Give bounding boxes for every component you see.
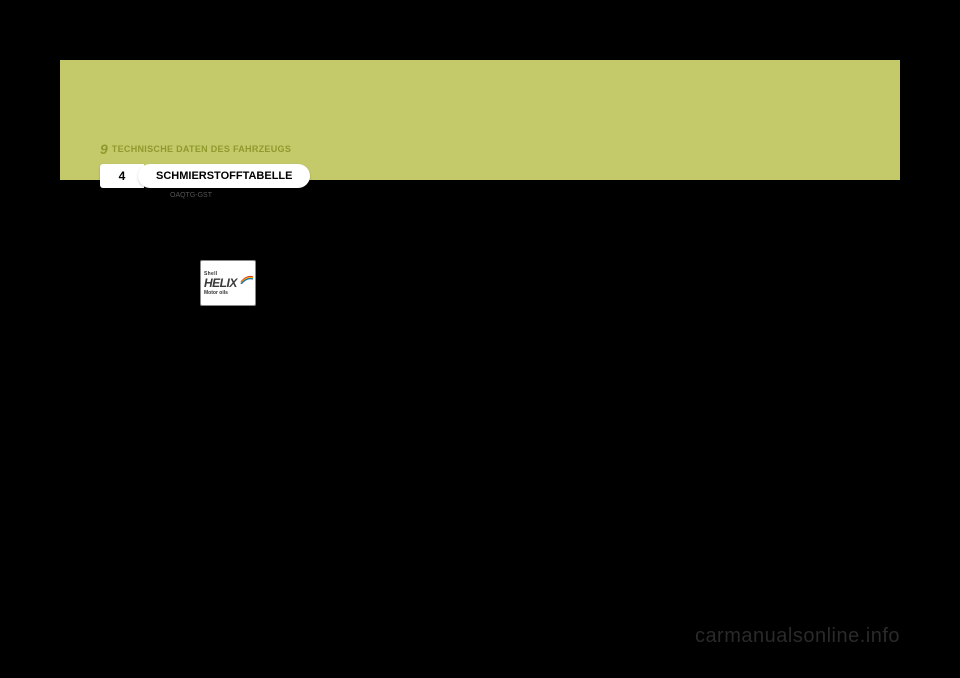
logo-brand-main: HELIX <box>204 277 252 289</box>
helix-logo-box: Shell HELIX Motor oils <box>200 260 256 306</box>
page-title-tab: SCHMIERSTOFFTABELLE <box>138 164 310 188</box>
section-title: TECHNISCHE DATEN DES FAHRZEUGS <box>112 144 291 154</box>
header-banner <box>60 60 900 180</box>
document-code: OAQTG-GST <box>170 192 212 199</box>
logo-brand-main-text: HELIX <box>204 276 237 290</box>
section-header: 9 TECHNISCHE DATEN DES FAHRZEUGS <box>100 140 291 158</box>
helix-swoosh-icon <box>240 274 254 284</box>
section-number: 9 <box>100 141 108 157</box>
title-tab-row: 4 SCHMIERSTOFFTABELLE <box>100 164 310 188</box>
watermark-text: carmanualsonline.info <box>695 625 900 648</box>
logo-brand-sub: Motor oils <box>204 290 252 296</box>
